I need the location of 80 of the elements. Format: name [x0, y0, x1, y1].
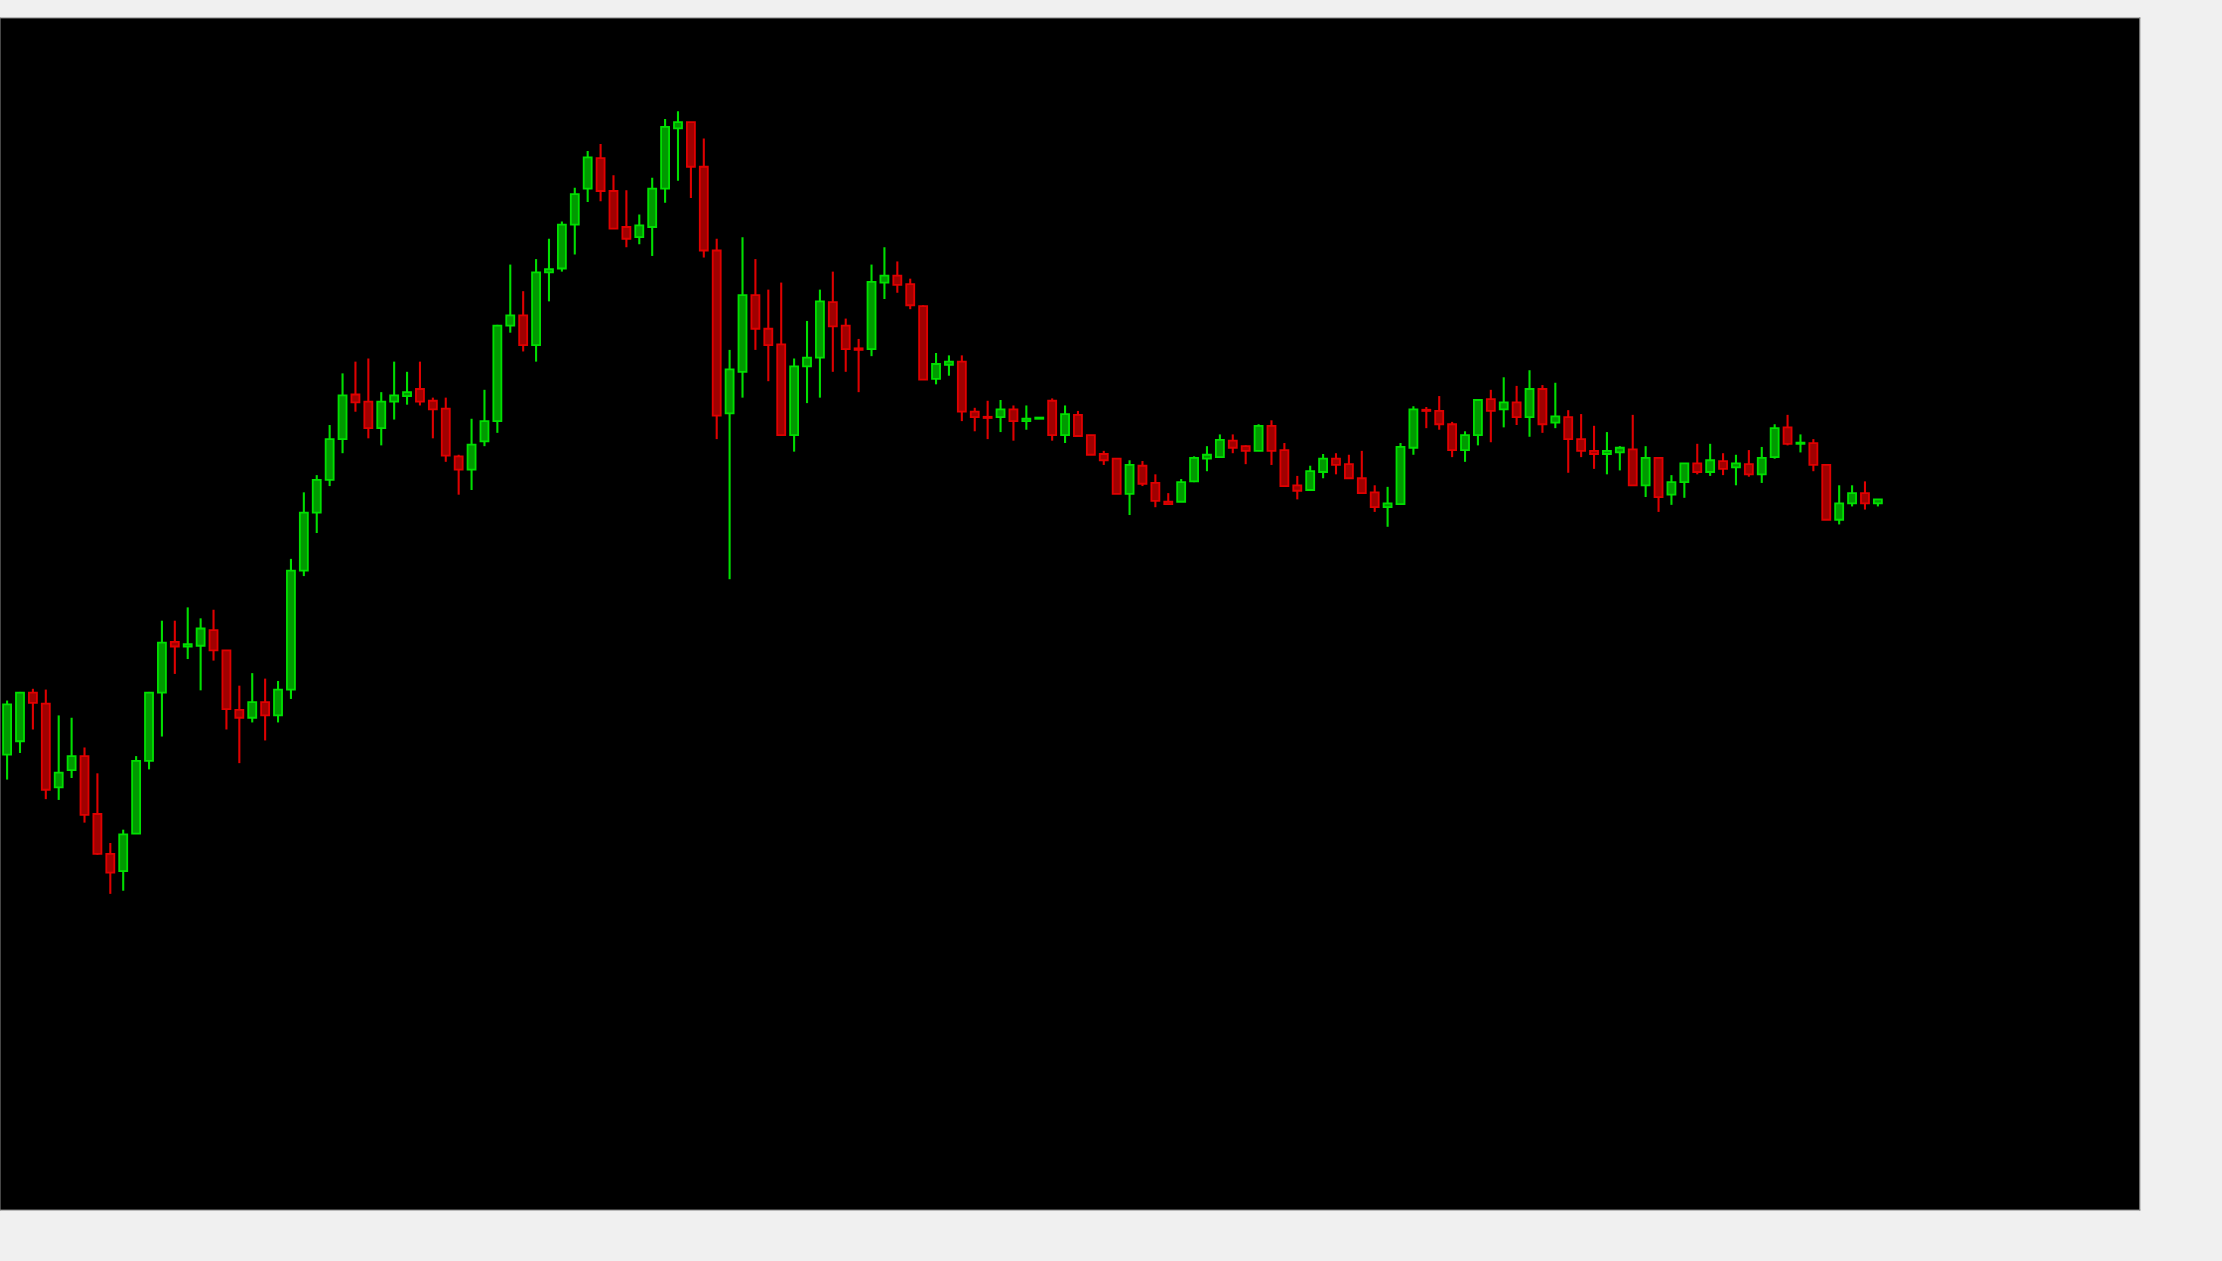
candlestick: [1240, 444, 1251, 466]
candlestick: [53, 714, 64, 801]
candlestick: [427, 396, 438, 440]
candlestick: [1795, 433, 1806, 454]
candlestick: [905, 277, 916, 311]
candlestick: [208, 608, 219, 662]
candlestick: [1705, 442, 1716, 477]
candlestick: [1176, 477, 1187, 503]
candlestick: [840, 317, 851, 373]
candlestick: [1085, 434, 1096, 456]
candlestick: [1421, 405, 1432, 430]
candlestick: [1318, 452, 1328, 480]
candlestick: [931, 351, 941, 386]
candlestick: [1692, 442, 1703, 476]
candlestick: [260, 677, 271, 742]
candlestick: [1382, 485, 1393, 528]
candlestick: [1756, 445, 1767, 484]
candlestick: [453, 453, 464, 496]
candlestick: [479, 388, 490, 448]
candlestick: [1576, 413, 1587, 459]
candlestick: [969, 406, 980, 433]
candlestick: [1589, 424, 1599, 470]
candlestick: [1331, 452, 1341, 476]
candlestick: [1189, 455, 1199, 484]
candlestick: [1666, 474, 1677, 506]
candlestick: [1860, 480, 1870, 511]
candlestick: [1343, 453, 1354, 480]
candlestick: [944, 354, 954, 377]
candlestick: [982, 399, 993, 441]
candlestick: [892, 260, 903, 294]
candlestick: [1073, 409, 1083, 438]
candlestick: [27, 687, 38, 731]
candlestick: [1602, 431, 1612, 476]
candlestick: [1718, 452, 1728, 477]
candlestick: [995, 398, 1006, 434]
candlestick: [544, 237, 554, 303]
candlestick: [182, 606, 193, 661]
candlestick: [1460, 430, 1470, 463]
candlestick: [1847, 484, 1857, 508]
candlestick: [1021, 404, 1032, 431]
candlestick: [505, 263, 516, 334]
candlestick: [1511, 384, 1522, 427]
candlestick: [389, 360, 400, 421]
candlestick: [247, 672, 258, 724]
candlestick: [1060, 404, 1070, 445]
candlestick: [1743, 449, 1754, 478]
candlestick: [1202, 445, 1212, 473]
candlestick: [1227, 433, 1238, 455]
candlestick: [234, 684, 245, 765]
candlestick: [802, 319, 812, 405]
candlestick: [1137, 459, 1148, 488]
candlestick: [1731, 453, 1741, 487]
candlestick: [1614, 445, 1625, 472]
candlestick: [402, 370, 412, 406]
candlestick: [1292, 474, 1303, 501]
candlestick: [1550, 381, 1561, 430]
candlestick: [1498, 376, 1509, 429]
candlestick: [1808, 438, 1819, 473]
candlestick: [621, 189, 632, 249]
candlestick: [1782, 413, 1793, 447]
candlestick: [105, 841, 116, 895]
candlestick: [1305, 464, 1316, 492]
candlestick: [169, 619, 180, 675]
candlestick: [195, 617, 206, 692]
candlestick: [1434, 395, 1445, 431]
candlestick: [1008, 404, 1019, 442]
candlestick: [66, 716, 77, 780]
candlestick: [1679, 462, 1690, 499]
candlestick: [1214, 433, 1225, 459]
candlestick: [1369, 484, 1380, 513]
candlestick: [415, 360, 425, 407]
candlestick: [1485, 388, 1496, 444]
candlestick: [634, 213, 645, 246]
candlestick: [1356, 449, 1367, 495]
candlestick: [1563, 409, 1574, 474]
candlestick: [1834, 484, 1845, 526]
candlestick: [673, 110, 683, 182]
candlestick: [1150, 473, 1161, 509]
candlestick: [763, 288, 774, 383]
candlestick: [853, 337, 864, 394]
